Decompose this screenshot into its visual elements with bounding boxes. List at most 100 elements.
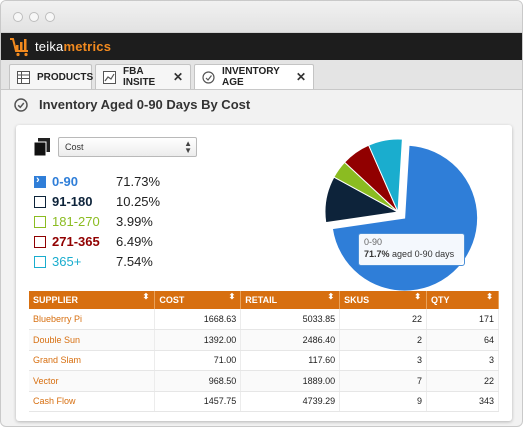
- table-row[interactable]: Blueberry Pi 1668.63 5033.85 22 171: [29, 309, 499, 330]
- close-icon[interactable]: ✕: [295, 70, 306, 84]
- close-icon[interactable]: ✕: [172, 70, 183, 84]
- sort-icon: ⬍: [414, 292, 422, 301]
- cell-qty: 171: [426, 309, 499, 330]
- cell-supplier[interactable]: Grand Slam: [29, 350, 156, 371]
- tooltip-text: aged 0-90 days: [392, 249, 455, 259]
- header-label: SUPPLIER: [33, 295, 79, 305]
- cell-retail: 117.60: [240, 350, 341, 371]
- legend-checkbox-icon: [34, 256, 46, 268]
- cell-cost: 1392.00: [154, 329, 242, 351]
- header-label: COST: [159, 295, 185, 305]
- cell-qty: 343: [426, 391, 499, 412]
- sort-icon: ⬍: [486, 292, 493, 301]
- copy-icon[interactable]: [34, 138, 50, 156]
- pie-tooltip: 0-90 71.7% aged 0-90 days: [358, 233, 465, 266]
- cell-supplier[interactable]: Vector: [29, 370, 156, 392]
- cell-skus: 22: [339, 309, 428, 330]
- cell-cost: 968.50: [154, 370, 242, 392]
- table-row[interactable]: Grand Slam 71.00 117.60 3 3: [29, 350, 499, 371]
- tab-products-label: PRODUCTS: [37, 71, 94, 83]
- brand-suffix: metrics: [63, 39, 112, 54]
- legend-checkbox-icon: [34, 236, 46, 248]
- legend-label: 365+: [52, 254, 82, 269]
- column-header-qty[interactable]: QTY ⬍: [426, 291, 499, 309]
- supplier-table: SUPPLIER ⬍ COST ⬍ RETAIL ⬍ SKUS ⬍ QTY ⬍ Blueb…: [29, 291, 499, 412]
- column-header-supplier[interactable]: SUPPLIER ⬍: [29, 291, 156, 309]
- legend-item-271-365[interactable]: 271-365 6.49%: [34, 233, 234, 251]
- window-titlebar: [1, 1, 522, 33]
- legend-percent: 6.49%: [116, 234, 153, 249]
- column-header-cost[interactable]: COST ⬍: [154, 291, 242, 309]
- sort-icon: ⬍: [327, 292, 335, 301]
- legend-checkbox-icon: [34, 216, 46, 228]
- window-minimize-dot[interactable]: [29, 12, 39, 22]
- legend-label: 91-180: [52, 194, 93, 209]
- table-row[interactable]: Cash Flow 1457.75 4739.29 9 343: [29, 391, 499, 412]
- tooltip-body: 71.7% aged 0-90 days: [364, 249, 459, 259]
- column-header-skus[interactable]: SKUS ⬍: [339, 291, 428, 309]
- cell-supplier[interactable]: Double Sun: [29, 329, 156, 351]
- legend-percent: 3.99%: [116, 214, 153, 229]
- tab-fba-insite-label: FBA INSITE: [123, 66, 156, 88]
- cell-cost: 1668.63: [154, 309, 242, 330]
- table-header-row: SUPPLIER ⬍ COST ⬍ RETAIL ⬍ SKUS ⬍ QTY ⬍: [29, 291, 499, 309]
- column-header-retail[interactable]: RETAIL ⬍: [240, 291, 341, 309]
- legend-item-91-180[interactable]: 91-180 10.25%: [34, 193, 234, 211]
- table-row[interactable]: Vector 968.50 1889.00 7 22: [29, 370, 499, 392]
- legend-label: 0-90: [52, 174, 79, 189]
- inventory-age-pie-chart[interactable]: [281, 131, 481, 292]
- cell-qty: 3: [426, 350, 499, 371]
- cell-supplier[interactable]: Blueberry Pi: [29, 309, 156, 330]
- cell-qty: 22: [426, 370, 499, 392]
- page-heading-row: Inventory Aged 0-90 Days By Cost: [1, 90, 522, 120]
- header-label: RETAIL: [245, 295, 278, 305]
- tooltip-value: 71.7%: [364, 249, 390, 259]
- pie-slice-365-plus[interactable]: [367, 138, 403, 213]
- cell-retail: 4739.29: [240, 391, 341, 412]
- cell-retail: 1889.00: [240, 370, 341, 392]
- cell-skus: 9: [339, 391, 428, 412]
- metric-select[interactable]: Cost ▲ ▼: [58, 137, 197, 157]
- cell-skus: 7: [339, 370, 428, 392]
- legend-item-181-270[interactable]: 181-270 3.99%: [34, 213, 234, 231]
- select-arrows-icon: ▲ ▼: [184, 139, 192, 155]
- legend-percent: 71.73%: [116, 174, 161, 189]
- tab-products[interactable]: PRODUCTS: [9, 64, 94, 89]
- window-close-dot[interactable]: [13, 12, 23, 22]
- legend-selected-icon: ›: [34, 174, 46, 188]
- header-label: QTY: [431, 295, 450, 305]
- cell-supplier[interactable]: Cash Flow: [29, 391, 156, 412]
- cart-logo-icon: [10, 38, 28, 57]
- cell-cost: 71.00: [154, 350, 242, 371]
- brand-prefix: teika: [35, 39, 64, 54]
- table-row[interactable]: Double Sun 1392.00 2486.40 2 64: [29, 329, 499, 351]
- tab-bar: PRODUCTS FBA INSITE ✕ INVENTORY AGE ✕: [1, 60, 522, 90]
- cell-retail: 5033.85: [240, 309, 341, 330]
- legend-label: 271-365: [52, 234, 100, 249]
- legend-label: 181-270: [52, 214, 100, 229]
- legend-percent: 7.54%: [116, 254, 153, 269]
- brand-bar: teikametrics: [1, 33, 522, 60]
- legend-percent: 10.25%: [116, 194, 161, 209]
- window-maximize-dot[interactable]: [45, 12, 55, 22]
- tooltip-title: 0-90: [364, 237, 383, 247]
- tab-inventory-age[interactable]: INVENTORY AGE ✕: [194, 64, 314, 89]
- cell-skus: 3: [339, 350, 428, 371]
- legend-item-365-plus[interactable]: 365+ 7.54%: [34, 253, 234, 271]
- check-clock-icon: [14, 98, 28, 112]
- cell-skus: 2: [339, 329, 428, 351]
- tab-inventory-age-label: INVENTORY AGE: [222, 66, 280, 88]
- sort-icon: ⬍: [142, 292, 150, 301]
- legend-item-0-90[interactable]: › 0-90 71.73%: [34, 173, 234, 191]
- clock-icon: [202, 70, 215, 84]
- tab-fba-insite[interactable]: FBA INSITE ✕: [95, 64, 191, 89]
- brand-logo[interactable]: teikametrics: [35, 39, 111, 54]
- cell-qty: 64: [426, 329, 499, 351]
- chart-icon: [103, 70, 116, 84]
- table-icon: [17, 70, 30, 84]
- page-title: Inventory Aged 0-90 Days By Cost: [39, 97, 251, 112]
- cell-cost: 1457.75: [154, 391, 242, 412]
- cell-retail: 2486.40: [240, 329, 341, 351]
- sort-icon: ⬍: [228, 292, 236, 301]
